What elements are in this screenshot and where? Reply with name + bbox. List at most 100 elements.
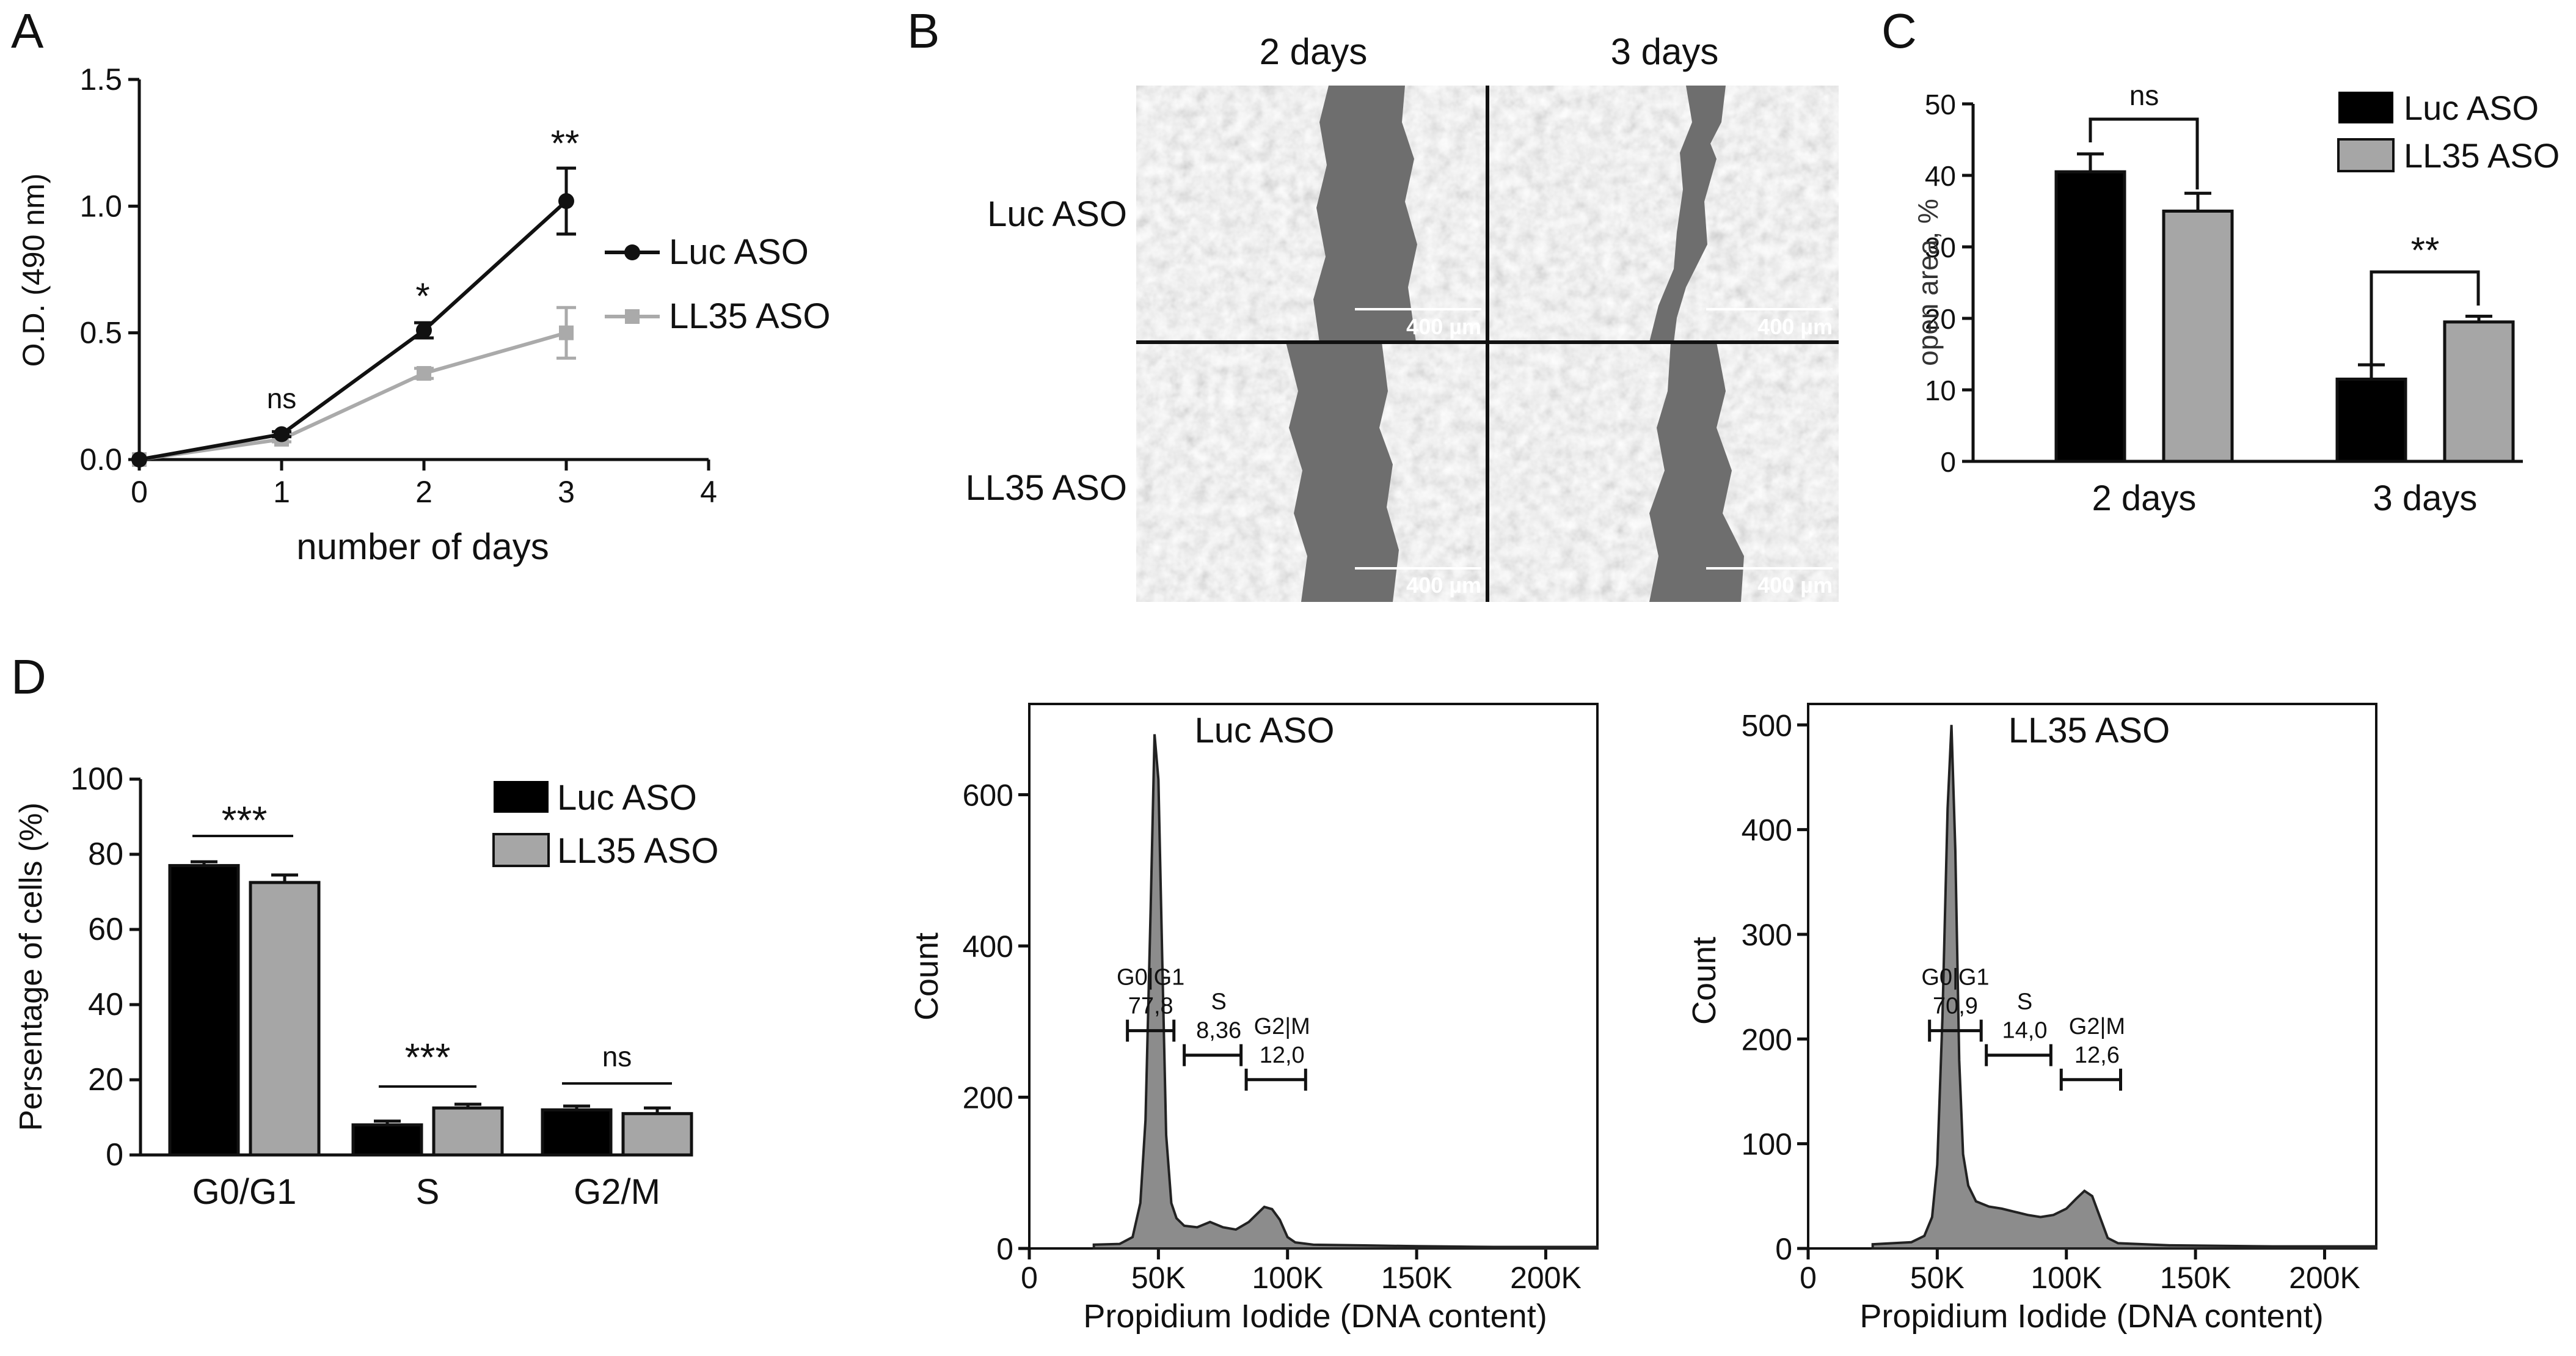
c-bar — [2162, 210, 2234, 463]
h1-histogram-area — [1092, 734, 1599, 1250]
h2-gate-value: 14,0 — [2002, 1018, 2048, 1044]
d-legend-luc: Luc ASO — [557, 778, 697, 818]
c-legend-ll35: LL35 ASO — [2404, 136, 2560, 175]
d-annotation-g2m: ns — [602, 1041, 632, 1072]
h1-x-axis-label: Propidium Iodide (DNA content) — [1083, 1298, 1547, 1335]
c-bar — [2335, 377, 2407, 463]
h2-x-tick-label: 50K — [1910, 1261, 1965, 1295]
h1-y-tick-label: 400 — [963, 929, 1013, 964]
panel-d-bar-chart: 0 20 40 60 80 100 G0/G1 S G2/M Persentage of cel… — [13, 761, 718, 1212]
b-row-label-ll35: LL35 ASO — [966, 468, 1127, 508]
h1-gate-label: G0|G1 — [1117, 965, 1184, 991]
a-data-point — [417, 366, 431, 381]
c-category-label: 3 days — [2373, 478, 2478, 518]
d-annotation-s: *** — [405, 1035, 451, 1079]
c-bar — [2054, 170, 2126, 463]
h1-title: Luc ASO — [1195, 711, 1335, 750]
a-y-tick-label: 0.0 — [79, 442, 122, 477]
a-legend: Luc ASO LL35 ASO — [605, 232, 830, 336]
h2-gate-value: 70,9 — [1933, 994, 1978, 1019]
h1-y-tick-label: 200 — [963, 1081, 1013, 1115]
c-y-tick-label: 50 — [1925, 89, 1956, 120]
c-y-tick-label: 0 — [1940, 446, 1956, 478]
d-bar — [168, 863, 240, 1157]
a-series-line — [139, 199, 568, 461]
h1-y-tick-label: 0 — [996, 1232, 1013, 1266]
d-category-label: G0/G1 — [192, 1172, 297, 1212]
d-legend: Luc ASO LL35 ASO — [492, 778, 718, 871]
h2-histogram-area — [1871, 725, 2377, 1250]
a-legend-luc: Luc ASO — [669, 232, 809, 272]
h2-plot-frame — [1807, 703, 2377, 1250]
d-category-label: G2/M — [574, 1172, 660, 1212]
d-y-tick-label: 40 — [88, 987, 123, 1022]
a-annotation-day1: ns — [267, 383, 297, 414]
h1-gate-value: 12,0 — [1260, 1043, 1305, 1068]
h2-y-tick-label: 200 — [1742, 1022, 1792, 1057]
h2-gate-label: G0|G1 — [1921, 965, 1989, 991]
b-scale-bar-3: 400 µm — [1406, 573, 1481, 598]
h1-x-tick-label: 50K — [1131, 1261, 1186, 1295]
a-x-tick-label: 0 — [131, 475, 148, 509]
c-legend-luc: Luc ASO — [2404, 89, 2539, 127]
c-bar — [2443, 320, 2515, 463]
a-data-point — [274, 426, 290, 442]
h1-y-tick-label: 600 — [963, 779, 1013, 813]
c-bracket-3days — [2370, 270, 2480, 370]
d-legend-ll35: LL35 ASO — [557, 831, 718, 871]
a-annotation-day2: * — [415, 276, 429, 317]
h2-y-tick-label: 300 — [1742, 918, 1792, 952]
h2-y-axis-label: Count — [1686, 937, 1723, 1025]
d-y-tick-label: 80 — [88, 837, 123, 872]
h1-x-tick-label: 100K — [1252, 1261, 1323, 1295]
a-y-tick-label: 1.5 — [79, 62, 122, 97]
h2-x-tick-label: 100K — [2031, 1261, 2102, 1295]
a-data-point — [559, 325, 574, 340]
d-annotation-g0g1: *** — [222, 798, 268, 842]
panel-label-c: C — [1881, 4, 1917, 58]
h1-gate-label: G2|M — [1254, 1014, 1310, 1039]
a-x-tick-label: 2 — [415, 475, 432, 509]
h1-gate-value: 77,8 — [1128, 994, 1173, 1019]
d-y-tick-label: 60 — [88, 912, 123, 947]
panel-label-d: D — [11, 650, 46, 704]
b-col-label-2days: 2 days — [1260, 31, 1368, 72]
c-bracket-2days — [2089, 117, 2199, 189]
h2-gate-label: G2|M — [2069, 1014, 2125, 1039]
c-annotation-2days: ns — [2129, 79, 2159, 111]
b-wound-gap-luc-3days — [1649, 86, 1726, 342]
a-annotation-day3: ** — [551, 123, 580, 164]
h1-y-axis-label: Count — [908, 933, 945, 1021]
h2-gate-value: 12,6 — [2074, 1043, 2120, 1068]
h1-plot-frame — [1028, 703, 1599, 1250]
c-y-tick-label: 20 — [1925, 303, 1956, 335]
h1-gate-label: S — [1211, 989, 1226, 1015]
c-y-axis-label: open area, % — [1912, 199, 1944, 366]
c-legend: Luc ASO LL35 ASO — [2337, 89, 2560, 175]
d-y-tick-label: 0 — [106, 1137, 123, 1173]
c-y-tick-label: 10 — [1925, 375, 1956, 406]
h2-y-tick-label: 0 — [1775, 1232, 1792, 1266]
h1-x-tick-label: 200K — [1510, 1261, 1582, 1295]
b-row-label-luc: Luc ASO — [987, 194, 1127, 234]
a-y-tick-label: 0.5 — [79, 316, 122, 350]
a-series-line — [139, 331, 567, 461]
c-y-tick-label: 30 — [1925, 232, 1956, 263]
panel-d-histogram-luc: Luc ASO Count Propidium Iodide (DNA cont… — [908, 703, 1599, 1335]
h1-x-tick-label: 0 — [1021, 1261, 1038, 1295]
b-wound-gap-ll35-3days — [1649, 342, 1744, 602]
h2-gate-label: S — [2017, 989, 2032, 1015]
d-bar — [621, 1112, 693, 1157]
h2-x-tick-label: 150K — [2160, 1261, 2231, 1295]
d-y-tick-label: 100 — [70, 761, 123, 797]
a-data-point — [131, 452, 147, 467]
a-y-axis-label: O.D. (490 nm) — [16, 174, 51, 367]
b-micrograph-luc-2days — [1136, 86, 1487, 342]
c-category-label: 2 days — [2092, 478, 2197, 518]
d-bar — [541, 1108, 613, 1157]
panel-label-b: B — [907, 4, 940, 58]
b-col-label-3days: 3 days — [1611, 31, 1719, 72]
